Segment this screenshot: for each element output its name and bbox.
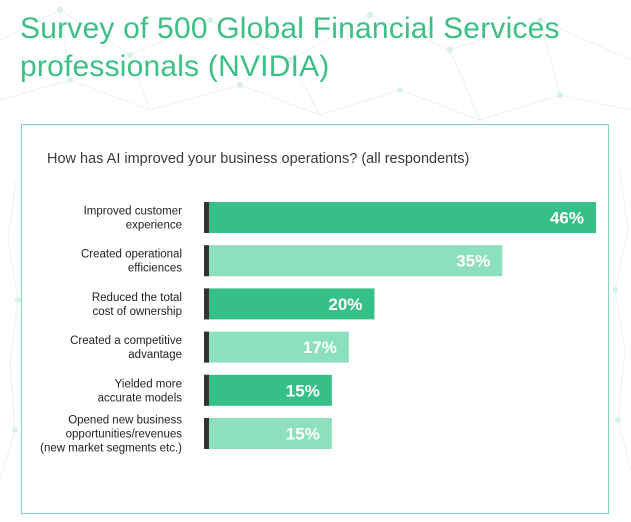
- category-label-line: advantage: [128, 349, 182, 361]
- bar-value-label: 17%: [303, 338, 337, 357]
- category-label-line: efficiences: [128, 263, 182, 275]
- bar-start-marker: [204, 331, 209, 363]
- bar-value-label: 15%: [286, 425, 320, 444]
- category-label: Opened new business opportunities/revenue…: [40, 415, 182, 455]
- bar-start-marker: [204, 288, 209, 320]
- category-label: Yielded more accurate models: [98, 378, 183, 404]
- category-label: Reduced the total cost of ownership: [92, 292, 182, 318]
- bar-value-label: 15%: [286, 381, 320, 400]
- category-label-line: Opened new business: [68, 415, 182, 427]
- bar-start-marker: [204, 418, 209, 449]
- category-label-line: accurate models: [98, 392, 183, 404]
- category-label-line: opportunities/revenues: [66, 429, 183, 441]
- bar-value-label: 35%: [456, 252, 490, 271]
- category-label-line: Yielded more: [115, 378, 182, 390]
- category-label-line: Reduced the total: [92, 292, 182, 304]
- category-label-line: (new market segments etc.): [40, 443, 182, 455]
- category-label: Improved customer experience: [84, 206, 183, 232]
- bar: [204, 288, 375, 320]
- bar: [204, 331, 349, 363]
- bar-value-label: 46%: [550, 209, 584, 228]
- bar-value-label: 20%: [328, 295, 362, 314]
- category-label: Created a competitive advantage: [70, 335, 182, 361]
- category-label: Created operational efficiences: [81, 249, 182, 275]
- chart-card: How has AI improved your business operat…: [21, 124, 609, 514]
- bar: [204, 202, 596, 233]
- bar-start-marker: [204, 374, 209, 406]
- category-label-line: Created operational: [81, 249, 182, 261]
- category-label-line: Created a competitive: [70, 335, 182, 347]
- bar-start-marker: [204, 245, 209, 277]
- bar: [204, 418, 332, 449]
- bar-chart: 46% Improved customer experience 35% Created…: [40, 202, 596, 455]
- category-label-line: cost of ownership: [93, 306, 183, 318]
- bar: [204, 374, 332, 406]
- category-label-line: Improved customer: [84, 206, 183, 218]
- chart-title: How has AI improved your business operat…: [47, 151, 470, 167]
- bar: [204, 245, 503, 277]
- page-title: Survey of 500 Global Financial Services …: [20, 12, 560, 83]
- bar-start-marker: [204, 202, 209, 233]
- category-label-line: experience: [126, 220, 182, 232]
